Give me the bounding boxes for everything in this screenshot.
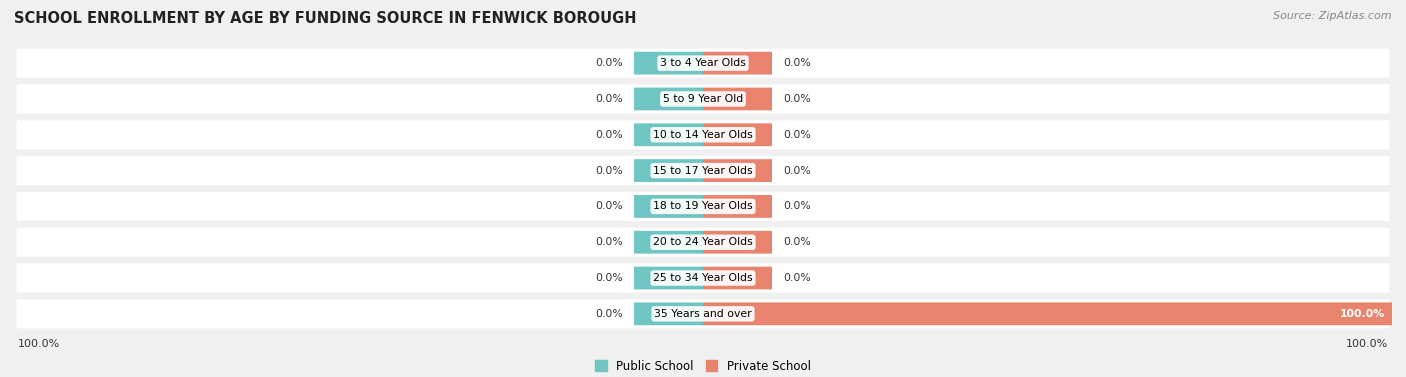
FancyBboxPatch shape (703, 231, 772, 254)
Text: Source: ZipAtlas.com: Source: ZipAtlas.com (1274, 11, 1392, 21)
FancyBboxPatch shape (17, 228, 1389, 257)
Text: 0.0%: 0.0% (783, 58, 811, 68)
Text: 0.0%: 0.0% (595, 201, 623, 211)
Text: SCHOOL ENROLLMENT BY AGE BY FUNDING SOURCE IN FENWICK BOROUGH: SCHOOL ENROLLMENT BY AGE BY FUNDING SOUR… (14, 11, 637, 26)
Text: 18 to 19 Year Olds: 18 to 19 Year Olds (654, 201, 752, 211)
Text: 0.0%: 0.0% (783, 130, 811, 140)
FancyBboxPatch shape (634, 195, 703, 218)
Text: 5 to 9 Year Old: 5 to 9 Year Old (662, 94, 744, 104)
FancyBboxPatch shape (634, 52, 703, 75)
FancyBboxPatch shape (703, 159, 772, 182)
Text: 0.0%: 0.0% (783, 273, 811, 283)
Text: 0.0%: 0.0% (595, 273, 623, 283)
FancyBboxPatch shape (17, 156, 1389, 185)
Text: 0.0%: 0.0% (595, 130, 623, 140)
Text: 100.0%: 100.0% (18, 339, 60, 349)
Text: 100.0%: 100.0% (1346, 339, 1388, 349)
FancyBboxPatch shape (634, 123, 703, 146)
FancyBboxPatch shape (634, 87, 703, 110)
FancyBboxPatch shape (703, 123, 772, 146)
Text: 3 to 4 Year Olds: 3 to 4 Year Olds (659, 58, 747, 68)
Text: 0.0%: 0.0% (595, 58, 623, 68)
FancyBboxPatch shape (17, 192, 1389, 221)
FancyBboxPatch shape (634, 267, 703, 290)
Text: 10 to 14 Year Olds: 10 to 14 Year Olds (654, 130, 752, 140)
FancyBboxPatch shape (17, 49, 1389, 78)
Text: 35 Years and over: 35 Years and over (654, 309, 752, 319)
Text: 0.0%: 0.0% (783, 201, 811, 211)
FancyBboxPatch shape (634, 159, 703, 182)
FancyBboxPatch shape (17, 84, 1389, 113)
FancyBboxPatch shape (17, 264, 1389, 293)
Text: 0.0%: 0.0% (783, 94, 811, 104)
Text: 15 to 17 Year Olds: 15 to 17 Year Olds (654, 166, 752, 176)
FancyBboxPatch shape (634, 302, 703, 325)
FancyBboxPatch shape (703, 87, 772, 110)
FancyBboxPatch shape (703, 52, 772, 75)
FancyBboxPatch shape (703, 195, 772, 218)
FancyBboxPatch shape (703, 302, 1406, 325)
FancyBboxPatch shape (17, 120, 1389, 149)
Legend: Public School, Private School: Public School, Private School (591, 355, 815, 377)
Text: 0.0%: 0.0% (783, 166, 811, 176)
Text: 20 to 24 Year Olds: 20 to 24 Year Olds (654, 237, 752, 247)
Text: 0.0%: 0.0% (783, 237, 811, 247)
Text: 0.0%: 0.0% (595, 94, 623, 104)
FancyBboxPatch shape (634, 231, 703, 254)
Text: 0.0%: 0.0% (595, 309, 623, 319)
Text: 25 to 34 Year Olds: 25 to 34 Year Olds (654, 273, 752, 283)
FancyBboxPatch shape (703, 267, 772, 290)
Text: 0.0%: 0.0% (595, 237, 623, 247)
Text: 0.0%: 0.0% (595, 166, 623, 176)
Text: 100.0%: 100.0% (1340, 309, 1385, 319)
FancyBboxPatch shape (17, 299, 1389, 328)
